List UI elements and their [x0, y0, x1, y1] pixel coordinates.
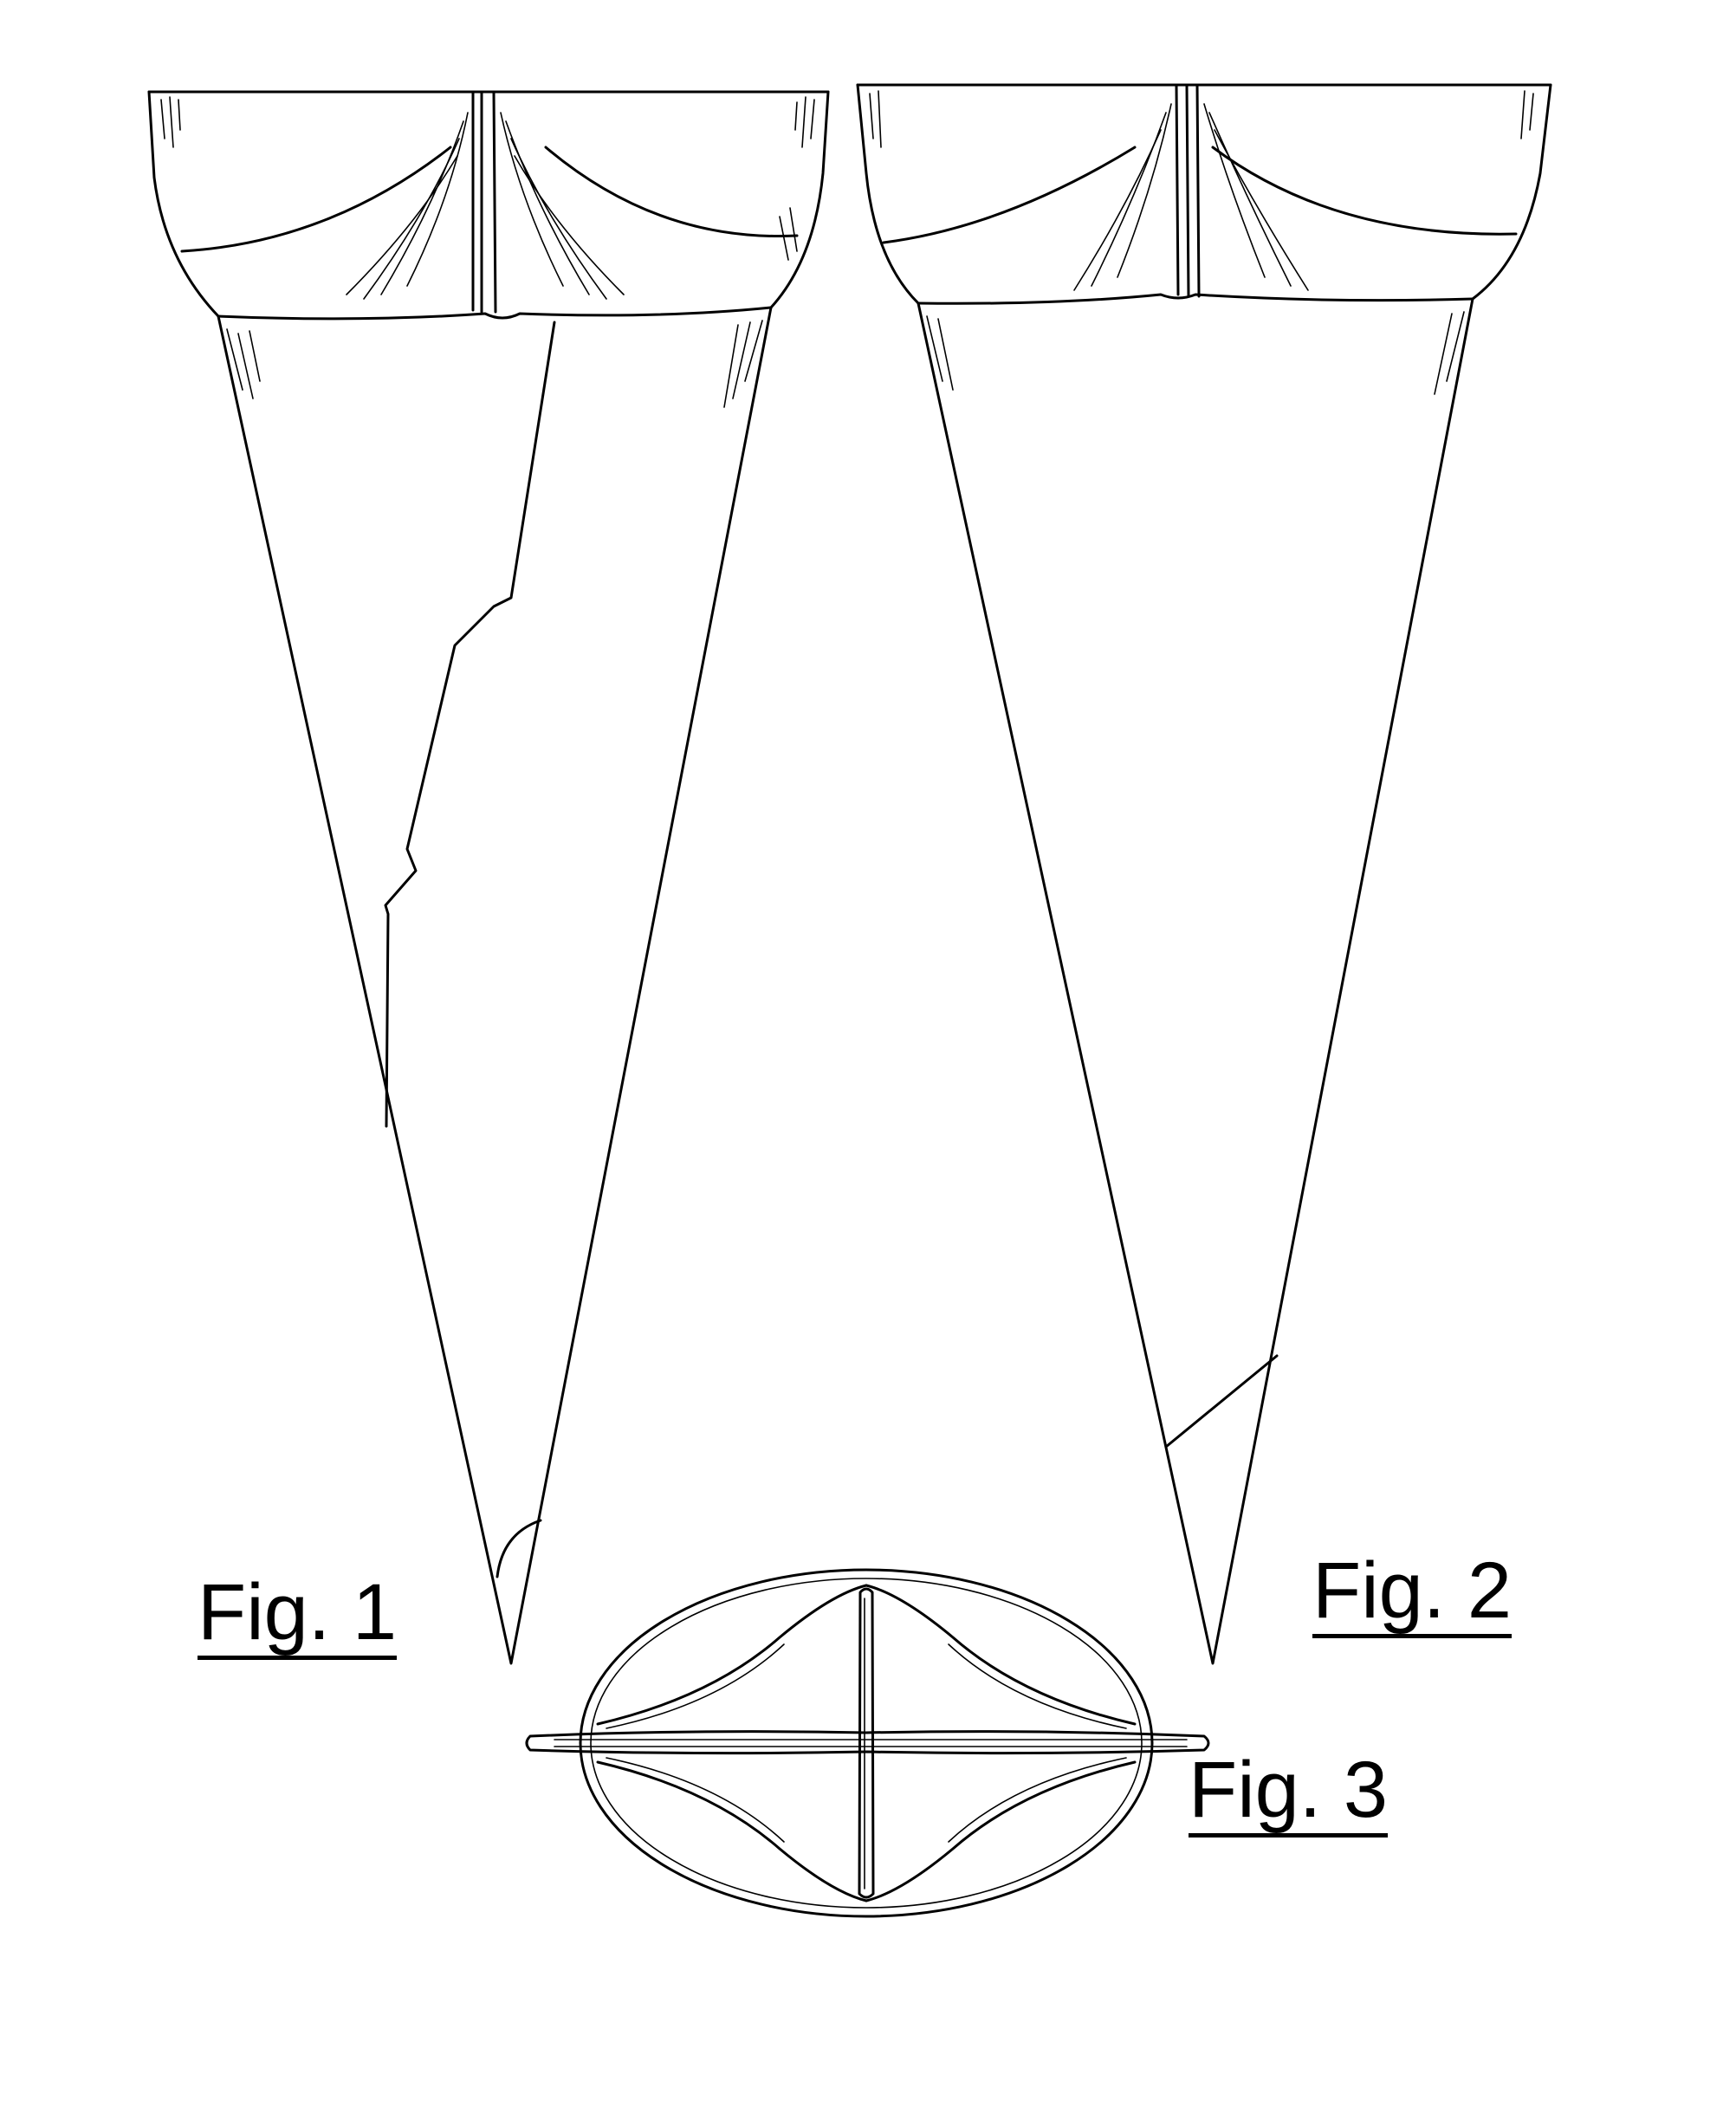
fig2-label: Fig. 2 [1312, 1551, 1512, 1638]
fig1-cuff-hatching [161, 97, 814, 299]
fig3-label: Fig. 3 [1189, 1750, 1388, 1838]
fig3-drawing [527, 1570, 1208, 1916]
fig1-label: Fig. 1 [198, 1572, 397, 1660]
fig1-cone-hatching [227, 321, 762, 407]
fig2-cuff-hatching [870, 91, 1533, 290]
fig2-drawing [858, 85, 1551, 1663]
fig2-cone-hatching [927, 312, 1464, 394]
fig1-drawing [149, 92, 828, 1663]
